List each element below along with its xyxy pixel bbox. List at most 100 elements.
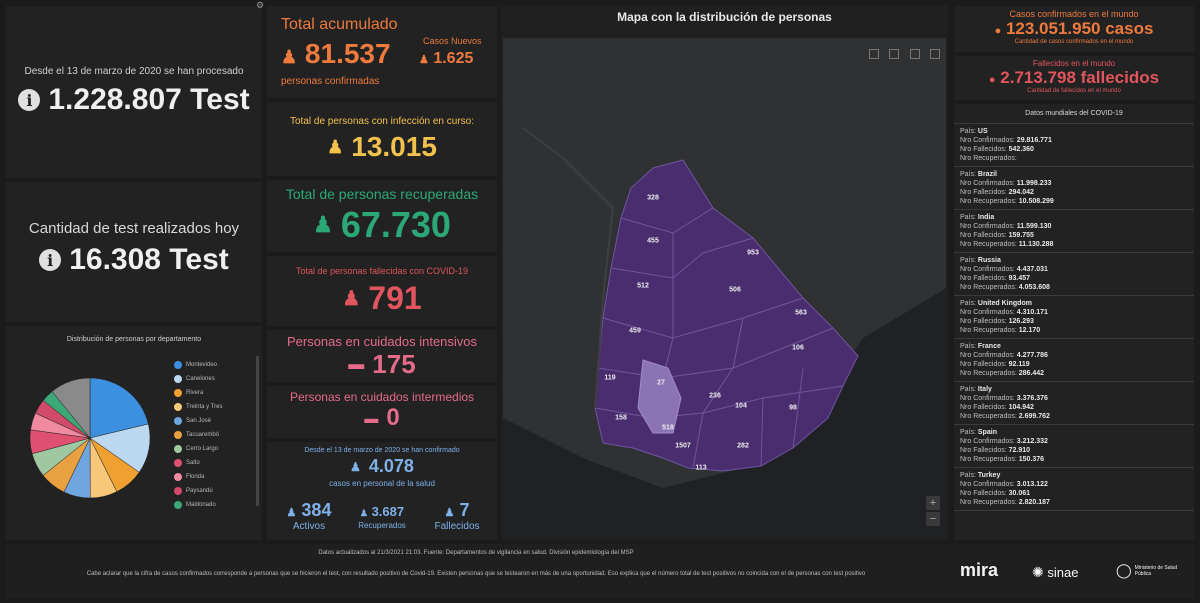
- highlighted-department[interactable]: [637, 359, 682, 434]
- pie-slice-montevideo[interactable]: [89, 377, 149, 439]
- department-count-label: 518: [662, 424, 674, 432]
- footer-note: Cabe aclarar que la cifra de casos confi…: [86, 571, 866, 577]
- tests-total: i 1.228.807 Test: [6, 83, 262, 117]
- country-list-item[interactable]: País: Brazil Nro Confirmados: 11.998.233 N…: [954, 167, 1194, 210]
- country-field: País: Russia: [960, 257, 1001, 264]
- intermediate-title: Personas en cuidados intermedios: [289, 390, 475, 404]
- legend-item[interactable]: Paysandú: [174, 484, 256, 498]
- table-icon[interactable]: [889, 49, 900, 59]
- pie-slice-otros[interactable]: [51, 377, 91, 439]
- health-active-label: Activos: [292, 521, 326, 532]
- tests-total-value: 1.228.807 Test: [48, 83, 250, 116]
- health-total: ♟ 4.078: [350, 456, 414, 476]
- country-field: Nro Recuperados: 2.820.187: [960, 499, 1050, 506]
- country-field: País: India: [960, 214, 995, 221]
- health-active: ♟ 384 Activos: [279, 500, 339, 532]
- country-list-item[interactable]: País: Russia Nro Confirmados: 4.437.031 Nr…: [954, 253, 1194, 296]
- legend-label: Paysandú: [186, 488, 213, 494]
- tests-today: i 16.308 Test: [6, 243, 262, 277]
- department-count-label: 236: [709, 392, 721, 400]
- legend-item[interactable]: Florida: [174, 470, 256, 484]
- health-deceased-value: 7: [459, 500, 470, 520]
- map-canvas[interactable]: 328 455 953 512 506 563 459 106 119 27 236 104 98 158…: [503, 38, 946, 538]
- country-field: Nro Recuperados: 2.699.762: [960, 413, 1050, 420]
- country-list-item[interactable]: País: US Nro Confirmados: 29.816.771 Nro F…: [954, 124, 1194, 167]
- country-field: Nro Confirmados: 11.599.130: [960, 223, 1052, 230]
- country-list-item[interactable]: País: Spain Nro Confirmados: 3.212.332 Nro…: [954, 425, 1194, 468]
- legend-scrollbar[interactable]: [256, 356, 259, 506]
- country-list-item[interactable]: País: Italy Nro Confirmados: 3.376.376 Nro…: [954, 382, 1194, 425]
- deaths-title: Total de personas fallecidas con COVID-1…: [295, 266, 469, 276]
- info-icon: ●: [988, 74, 996, 86]
- department-count-label: 106: [792, 344, 804, 352]
- person-icon: ♟: [444, 507, 455, 519]
- country-field: Nro Recuperados:: [960, 155, 1017, 162]
- country-field: Nro Fallecidos: 126.293: [960, 318, 1034, 325]
- country-field: Nro Confirmados: 3.376.376: [960, 395, 1048, 402]
- legend-swatch: [174, 459, 182, 467]
- health-recovered-value: 3.687: [371, 504, 405, 519]
- accum-value: ♟ 81.537: [281, 38, 391, 69]
- world-deaths-panel: Fallecidos en el mundo ● 2.713.798 falle…: [954, 56, 1194, 100]
- country-list-item[interactable]: País: India Nro Confirmados: 11.599.130 Nr…: [954, 210, 1194, 253]
- health-staff-panel: Desde el 13 de marzo de 2020 se han conf…: [267, 442, 497, 540]
- legend-swatch: [174, 473, 182, 481]
- world-deaths-title: Fallecidos en el mundo: [1032, 59, 1116, 68]
- zoom-in-button[interactable]: +: [926, 496, 940, 510]
- health-deceased: ♟ 7 Fallecidos: [423, 500, 491, 532]
- recovered-panel: Total de personas recuperadas ♟ 67.730: [267, 180, 497, 252]
- country-field: Nro Fallecidos: 72.910: [960, 447, 1031, 454]
- legend-label: Canelones: [186, 376, 215, 382]
- active-value: ♟ 13.015: [327, 131, 437, 162]
- legend-item[interactable]: Maldonado: [174, 498, 256, 512]
- legend-swatch: [174, 487, 182, 495]
- legend-item[interactable]: Salto: [174, 456, 256, 470]
- legend-label: Montevideo: [186, 362, 218, 368]
- person-icon: ♟: [281, 47, 298, 67]
- info-icon: ●: [994, 25, 1002, 37]
- zoom-out-button[interactable]: −: [926, 512, 940, 526]
- country-list-item[interactable]: País: Turkey Nro Confirmados: 3.013.122 Nr…: [954, 468, 1194, 511]
- country-list-item[interactable]: País: United Kingdom Nro Confirmados: 4.3…: [954, 296, 1194, 339]
- country-field: Nro Recuperados: 150.376: [960, 456, 1045, 463]
- legend-item[interactable]: Treinta y Tres: [174, 400, 256, 414]
- layers-icon[interactable]: [868, 49, 879, 59]
- world-confirmed-title: Casos confirmados en el mundo: [1009, 9, 1139, 19]
- legend-swatch: [174, 361, 182, 369]
- country-field: Nro Confirmados: 11.998.233: [960, 180, 1052, 187]
- tests-since-label: Desde el 13 de marzo de 2020 se han proc…: [24, 66, 244, 77]
- legend-item[interactable]: Canelones: [174, 372, 256, 386]
- legend-swatch: [174, 417, 182, 425]
- settings-icon[interactable]: ⚙: [256, 0, 265, 10]
- legend-item[interactable]: Rivera: [174, 386, 256, 400]
- country-field: País: Turkey: [960, 472, 1001, 479]
- world-deaths-sub: Cantidad de fallecidos en el mundo: [1027, 88, 1121, 94]
- accum-panel: Total acumulado ♟ 81.537 personas confir…: [267, 6, 497, 98]
- department-count-label: 506: [729, 286, 741, 294]
- department-count-label: 282: [737, 442, 749, 450]
- legend-item[interactable]: Montevideo: [174, 358, 256, 372]
- country-list[interactable]: País: US Nro Confirmados: 29.816.771 Nro F…: [954, 124, 1194, 511]
- department-count-label: 27: [657, 379, 665, 387]
- legend-item[interactable]: San José: [174, 414, 256, 428]
- icu-title: Personas en cuidados intensivos: [286, 334, 478, 349]
- country-field: Nro Confirmados: 3.212.332: [960, 438, 1048, 445]
- deaths-value: ♟ 791: [342, 280, 422, 316]
- legend-label: Rivera: [186, 390, 204, 396]
- basemap-icon[interactable]: [930, 49, 940, 59]
- country-field: Nro Fallecidos: 294.042: [960, 189, 1034, 196]
- bed-icon: ▬: [348, 355, 365, 373]
- country-field: Nro Confirmados: 4.437.031: [960, 266, 1048, 273]
- legend-item[interactable]: Cerro Largo: [174, 442, 256, 456]
- legend-label: Treinta y Tres: [186, 404, 223, 410]
- department-count-label: 455: [647, 237, 659, 245]
- department-count-label: 104: [735, 402, 747, 410]
- mira-logo: mira: [960, 560, 999, 580]
- chart-title: Distribución de personas por departament…: [66, 336, 202, 343]
- person-icon: ♟: [419, 54, 429, 66]
- country-list-item[interactable]: País: France Nro Confirmados: 4.277.786 Nr…: [954, 339, 1194, 382]
- legend-icon[interactable]: [909, 49, 920, 59]
- legend-item[interactable]: Tacuarembó: [174, 428, 256, 442]
- uruguay-shape[interactable]: [594, 159, 859, 472]
- map-toolbar: [863, 46, 940, 64]
